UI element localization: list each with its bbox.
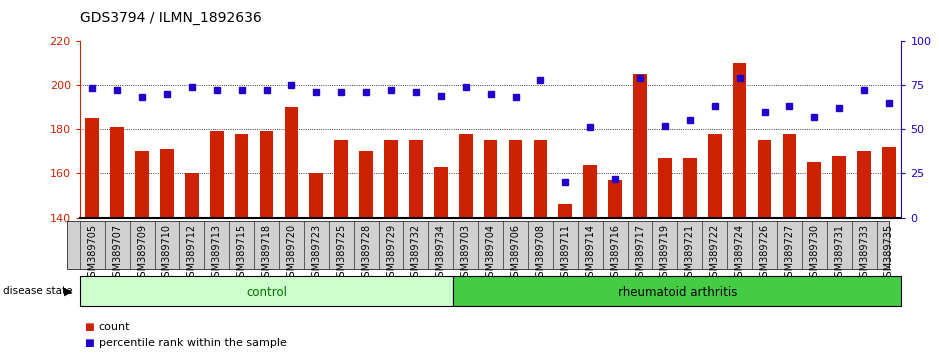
Text: GSM389723: GSM389723 — [312, 224, 321, 283]
Bar — [285, 107, 299, 218]
Text: GSM389705: GSM389705 — [87, 224, 98, 283]
Text: GSM389719: GSM389719 — [660, 224, 670, 282]
Text: GDS3794 / ILMN_1892636: GDS3794 / ILMN_1892636 — [80, 11, 262, 25]
Bar — [732, 63, 747, 218]
Bar — [235, 133, 249, 218]
Bar — [683, 158, 697, 218]
Bar — [110, 127, 124, 218]
Text: GSM389710: GSM389710 — [162, 224, 172, 282]
Bar — [509, 140, 522, 218]
Bar — [782, 133, 796, 218]
Text: GSM389732: GSM389732 — [411, 224, 421, 283]
Bar — [533, 140, 547, 218]
Text: GSM389720: GSM389720 — [286, 224, 297, 283]
Text: GSM389724: GSM389724 — [734, 224, 745, 283]
Text: GSM389703: GSM389703 — [461, 224, 470, 282]
Bar — [260, 131, 273, 218]
Text: GSM389722: GSM389722 — [710, 224, 719, 283]
Text: GSM389730: GSM389730 — [809, 224, 820, 282]
Text: ▶: ▶ — [64, 286, 73, 296]
Bar — [310, 173, 323, 218]
Bar — [633, 74, 647, 218]
Text: GSM389726: GSM389726 — [760, 224, 769, 283]
Text: GSM389707: GSM389707 — [112, 224, 122, 283]
Bar — [80, 276, 454, 306]
Text: GSM389725: GSM389725 — [336, 224, 346, 283]
Bar — [434, 167, 448, 218]
Text: GSM389733: GSM389733 — [859, 224, 870, 282]
Bar — [409, 140, 423, 218]
Text: GSM389735: GSM389735 — [884, 224, 894, 283]
Bar — [832, 156, 846, 218]
Bar — [708, 133, 721, 218]
Text: GSM389717: GSM389717 — [635, 224, 645, 283]
Bar — [360, 152, 373, 218]
Text: GSM389713: GSM389713 — [212, 224, 222, 282]
Text: rheumatoid arthritis: rheumatoid arthritis — [618, 286, 737, 299]
Bar — [459, 133, 472, 218]
Bar — [384, 140, 398, 218]
Text: GSM389729: GSM389729 — [386, 224, 396, 283]
Bar — [85, 118, 100, 218]
Text: GSM389711: GSM389711 — [561, 224, 570, 282]
Text: GSM389716: GSM389716 — [610, 224, 620, 282]
Text: disease state: disease state — [3, 286, 72, 296]
Text: GSM389709: GSM389709 — [137, 224, 147, 282]
Text: GSM389715: GSM389715 — [237, 224, 247, 283]
Bar — [484, 140, 498, 218]
Bar — [161, 149, 174, 218]
Text: percentile rank within the sample: percentile rank within the sample — [99, 338, 286, 348]
Bar — [608, 180, 622, 218]
Text: GSM389728: GSM389728 — [362, 224, 371, 283]
Bar — [882, 147, 896, 218]
Text: GSM389704: GSM389704 — [485, 224, 496, 282]
Text: GSM389706: GSM389706 — [511, 224, 520, 282]
Bar — [334, 140, 348, 218]
Text: control: control — [246, 286, 287, 299]
Bar — [454, 276, 901, 306]
Text: GSM389708: GSM389708 — [535, 224, 546, 282]
Text: ■: ■ — [85, 322, 94, 332]
Text: GSM389714: GSM389714 — [585, 224, 595, 282]
Bar — [808, 162, 821, 218]
Text: GSM389718: GSM389718 — [262, 224, 271, 282]
Bar — [857, 152, 871, 218]
Bar — [559, 205, 572, 218]
Text: GSM389727: GSM389727 — [784, 224, 794, 283]
Bar — [583, 165, 597, 218]
Text: GSM389731: GSM389731 — [834, 224, 844, 282]
Bar — [68, 221, 889, 269]
Bar — [135, 152, 149, 218]
Text: count: count — [99, 322, 131, 332]
Bar — [658, 158, 671, 218]
Text: ■: ■ — [85, 338, 94, 348]
Text: GSM389734: GSM389734 — [436, 224, 446, 282]
Text: GSM389721: GSM389721 — [685, 224, 695, 283]
Bar — [210, 131, 223, 218]
Text: GSM389712: GSM389712 — [187, 224, 197, 283]
Bar — [758, 140, 771, 218]
Bar — [185, 173, 199, 218]
